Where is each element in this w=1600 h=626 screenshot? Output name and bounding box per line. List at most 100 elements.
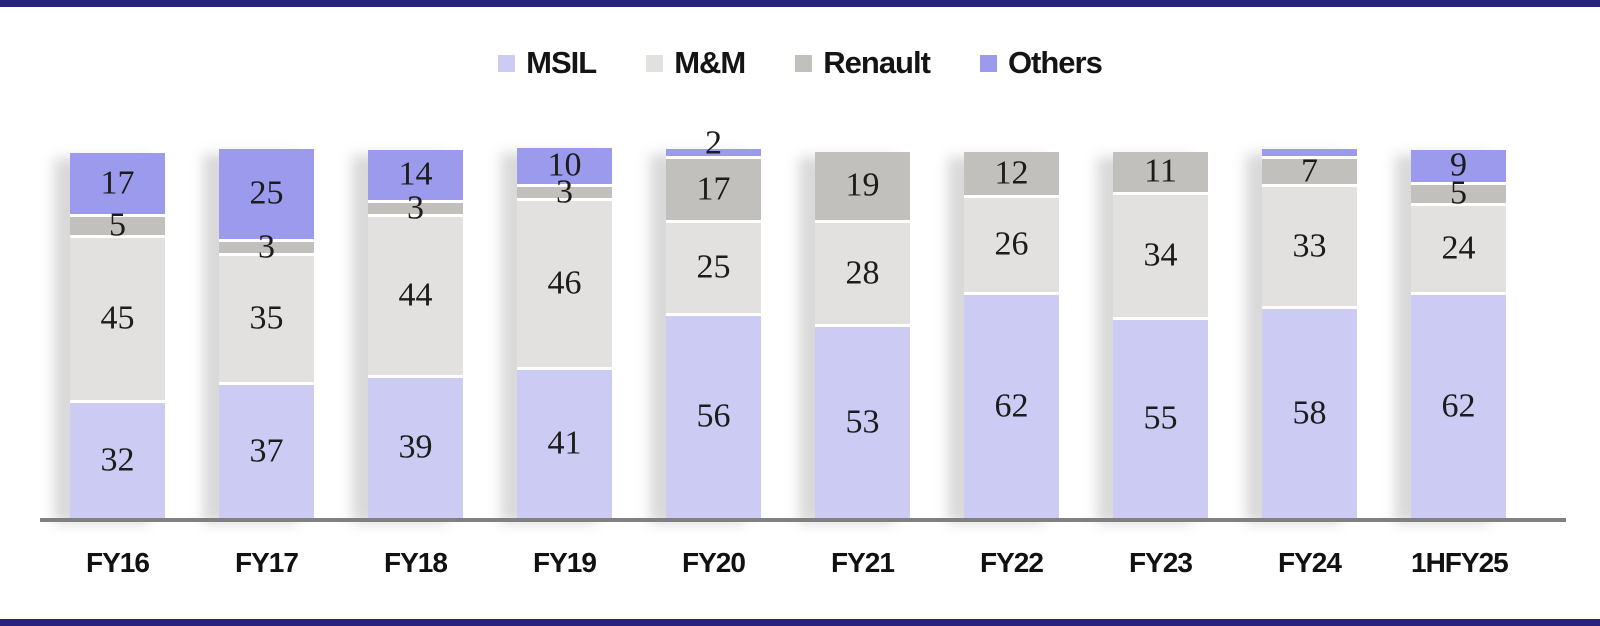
value-label: 10: [547, 146, 582, 184]
segment-others-fy16: 17: [70, 153, 165, 214]
bar-fy17: 37 35 3 25: [219, 149, 314, 518]
value-label: 28: [845, 253, 880, 291]
segment-m-m-fy24: 33: [1262, 187, 1357, 306]
segment-others-fy18: 14: [368, 150, 463, 200]
segment-renault-fy19: 3: [517, 174, 612, 208]
segment-m-m-fy20: 25: [666, 223, 761, 313]
value-label: 14: [398, 155, 433, 193]
bar-fy20: 56 25 17 2: [666, 125, 761, 518]
value-label: 32: [100, 440, 135, 478]
value-label: 53: [845, 402, 880, 440]
segment-renault-fy21: 19: [815, 152, 910, 220]
segment-msil-fy20: 56: [666, 316, 761, 518]
legend-item-m-m: M&M: [646, 45, 746, 81]
value-label: 3: [407, 188, 424, 226]
legend-label: M&M: [674, 45, 746, 80]
value-label: 19: [845, 166, 880, 204]
segment-others-fy20: 2: [666, 125, 761, 159]
legend: MSIL M&M Renault Others: [0, 45, 1600, 81]
x-axis-label-fy23: FY23: [1129, 547, 1193, 578]
segment-renault-fy20: 17: [666, 159, 761, 220]
value-label: 3: [258, 227, 275, 265]
value-label: 17: [100, 163, 135, 201]
segment-renault-fy18: 3: [368, 190, 463, 224]
legend-item-msil: MSIL: [498, 45, 597, 81]
segment-m-m-fy23: 34: [1113, 195, 1208, 317]
value-label: 46: [547, 264, 582, 302]
value-label: 55: [1143, 399, 1178, 437]
bar-1hfy25: 62 24 5 9: [1411, 146, 1506, 518]
x-axis-label-fy17: FY17: [235, 547, 299, 578]
segment-others-fy24: [1262, 149, 1357, 156]
value-label: 41: [547, 424, 582, 462]
segment-msil-fy22: 62: [964, 295, 1059, 518]
x-axis-label-fy24: FY24: [1278, 547, 1342, 578]
value-label: 9: [1450, 146, 1467, 184]
x-axis-label-1hfy25: 1HFY25: [1411, 547, 1509, 578]
x-axis-label-fy19: FY19: [533, 547, 597, 578]
bar-fy21: 53 28 19: [815, 152, 910, 518]
segment-msil-fy21: 53: [815, 327, 910, 518]
plot-area: 32 45 5 17 37 35 3 25 39 44 3 14 41 46 3 10 56 25 17 2 53 28 1…: [40, 125, 1566, 522]
segment-renault-fy17: 3: [219, 229, 314, 263]
value-label: 17: [696, 169, 731, 207]
value-label: 3: [556, 172, 573, 210]
value-label: 34: [1143, 236, 1178, 274]
segment-m-m-fy18: 44: [368, 217, 463, 375]
value-label: 5: [1450, 174, 1467, 212]
bar-fy16: 32 45 5 17: [70, 153, 165, 518]
value-label: 58: [1292, 393, 1327, 431]
value-label: 56: [696, 397, 731, 435]
legend-swatch-icon: [795, 54, 813, 72]
value-label: 24: [1441, 229, 1476, 267]
x-axis-label-fy22: FY22: [980, 547, 1044, 578]
bar-fy22: 62 26 12: [964, 152, 1059, 518]
value-label: 44: [398, 276, 433, 314]
x-axis-labels: FY16 FY17 FY18 FY19 FY20 FY21 FY22 FY23 FY24 1HFY…: [40, 547, 1566, 579]
legend-item-others: Others: [979, 45, 1103, 81]
segment-renault-fy22: 12: [964, 152, 1059, 195]
segment-m-m-1hfy25: 24: [1411, 206, 1506, 292]
segment-m-m-fy19: 46: [517, 201, 612, 367]
value-label: 7: [1301, 151, 1318, 189]
segment-msil-fy18: 39: [368, 378, 463, 518]
bar-fy19: 41 46 3 10: [517, 148, 612, 518]
legend-swatch-icon: [979, 54, 997, 72]
legend-swatch-icon: [498, 54, 516, 72]
value-label: 12: [994, 153, 1029, 191]
segment-msil-fy24: 58: [1262, 309, 1357, 518]
legend-item-renault: Renault: [795, 45, 931, 81]
segment-msil-fy23: 55: [1113, 320, 1208, 518]
segment-msil-1hfy25: 62: [1411, 295, 1506, 518]
x-axis-label-fy16: FY16: [86, 547, 150, 578]
value-label: 5: [109, 206, 126, 244]
segment-others-1hfy25: 9: [1411, 146, 1506, 184]
legend-label: Others: [1007, 45, 1103, 80]
segment-renault-fy23: 11: [1113, 152, 1208, 192]
value-label: 25: [696, 248, 731, 286]
value-label: 25: [249, 174, 284, 212]
segment-m-m-fy22: 26: [964, 198, 1059, 292]
legend-label: MSIL: [526, 45, 597, 80]
bar-fy23: 55 34 11: [1113, 152, 1208, 518]
bar-fy18: 39 44 3 14: [368, 150, 463, 518]
value-label: 37: [249, 431, 284, 469]
value-label: 26: [994, 225, 1029, 263]
value-label: 62: [994, 386, 1029, 424]
value-label: 33: [1292, 226, 1327, 264]
segment-renault-fy24: 7: [1262, 153, 1357, 187]
segment-others-fy17: 25: [219, 149, 314, 239]
value-label: 35: [249, 299, 284, 337]
value-label: 62: [1441, 386, 1476, 424]
segment-msil-fy19: 41: [517, 370, 612, 518]
legend-label: Renault: [823, 45, 931, 80]
segment-msil-fy17: 37: [219, 385, 314, 518]
bar-fy24: 58 33 7: [1262, 149, 1357, 518]
segment-renault-fy16: 5: [70, 208, 165, 242]
segment-m-m-fy16: 45: [70, 238, 165, 400]
value-label: 2: [705, 123, 722, 161]
value-label: 11: [1144, 152, 1177, 190]
segment-others-fy19: 10: [517, 148, 612, 184]
x-axis-label-fy20: FY20: [682, 547, 746, 578]
